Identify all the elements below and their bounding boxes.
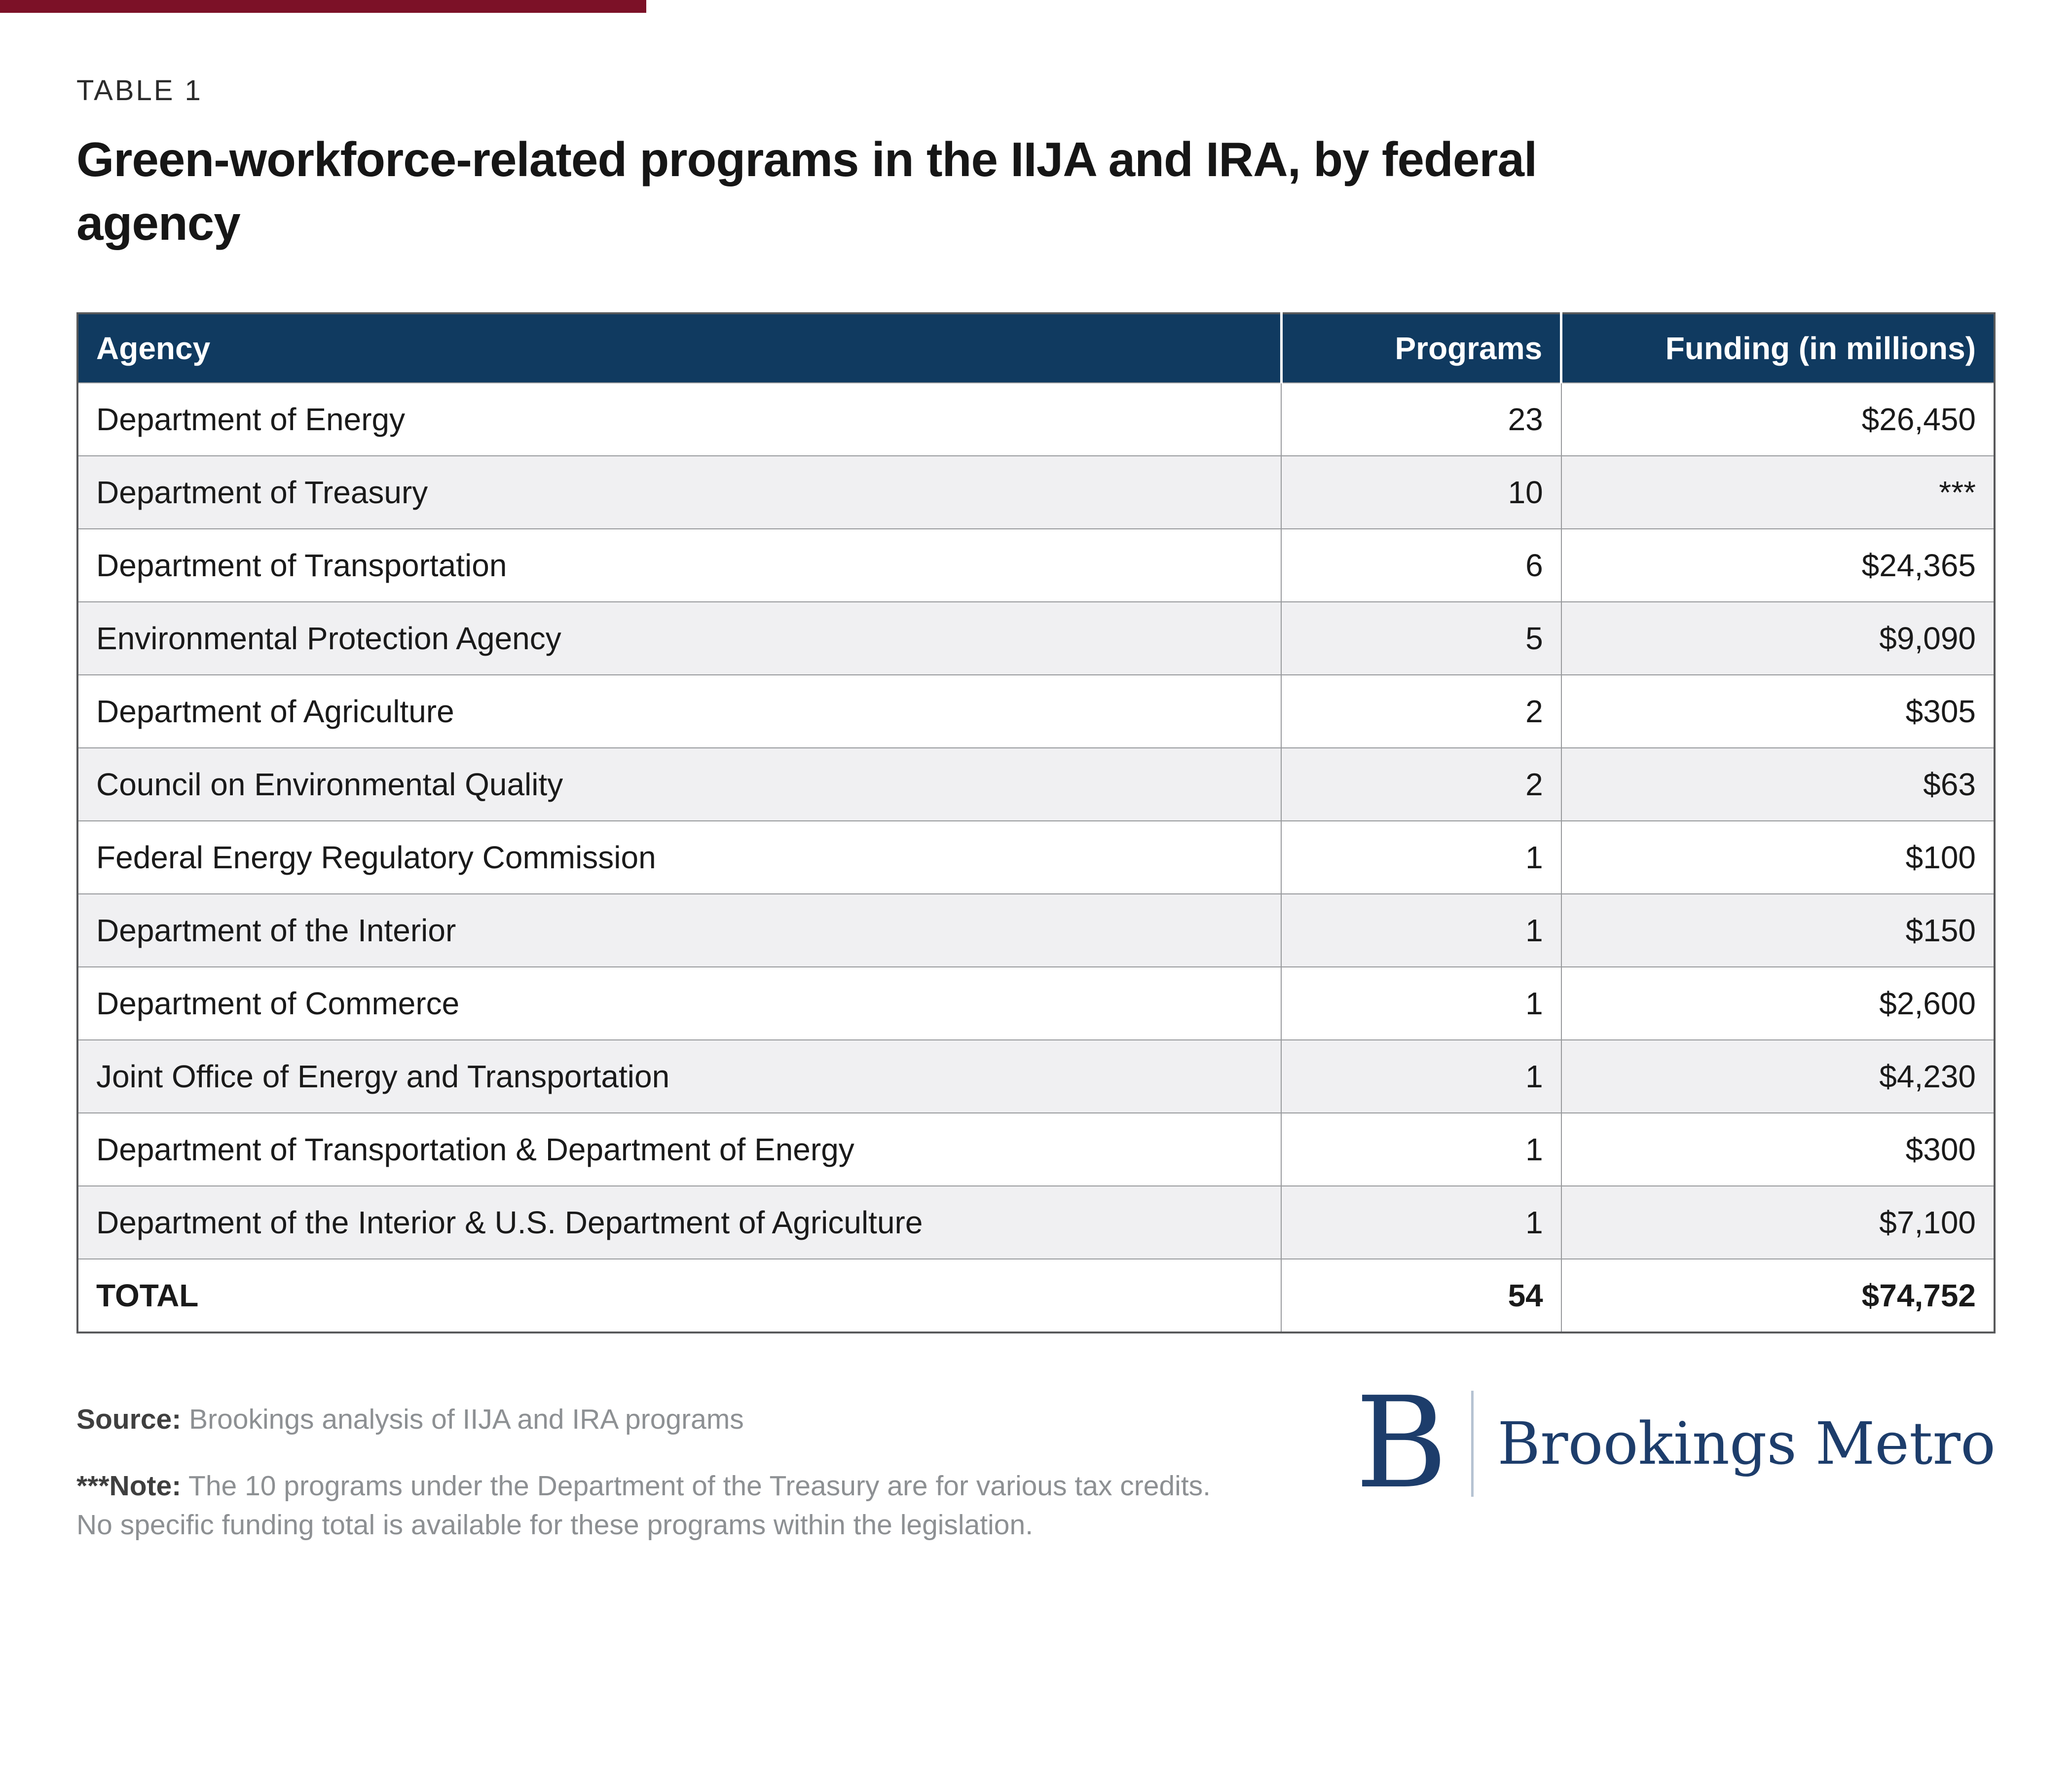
table-body: Department of Energy 23 $26,450 Departme… bbox=[76, 382, 1996, 1259]
programs-cell: 2 bbox=[1281, 674, 1562, 748]
programs-cell: 6 bbox=[1281, 528, 1562, 602]
table-row: Joint Office of Energy and Transportatio… bbox=[76, 1039, 1996, 1113]
table-kicker: TABLE 1 bbox=[76, 74, 203, 107]
table-row: Department of Transportation & Departmen… bbox=[76, 1112, 1996, 1186]
column-header-programs: Programs bbox=[1280, 313, 1561, 383]
footnotes: Source: Brookings analysis of IIJA and I… bbox=[76, 1400, 1251, 1545]
agency-cell: Department of Agriculture bbox=[76, 674, 1282, 748]
source-line: Source: Brookings analysis of IIJA and I… bbox=[76, 1400, 1251, 1440]
funding-cell: $26,450 bbox=[1560, 382, 1996, 456]
programs-cell: 1 bbox=[1281, 1185, 1562, 1259]
funding-cell: $300 bbox=[1560, 1112, 1996, 1186]
funding-cell: $305 bbox=[1560, 674, 1996, 748]
agency-cell: Department of Treasury bbox=[76, 455, 1282, 529]
programs-cell: 2 bbox=[1281, 747, 1562, 821]
figure-footer: Source: Brookings analysis of IIJA and I… bbox=[76, 1380, 1996, 1545]
agency-cell: Department of the Interior & U.S. Depart… bbox=[76, 1185, 1282, 1259]
agency-cell: Environmental Protection Agency bbox=[76, 601, 1282, 675]
table-row: Department of Agriculture 2 $305 bbox=[76, 674, 1996, 748]
brookings-logo: B Brookings Metro bbox=[1355, 1369, 1996, 1517]
table-row: Department of Commerce 1 $2,600 bbox=[76, 966, 1996, 1040]
programs-cell: 23 bbox=[1281, 382, 1562, 456]
programs-cell: 1 bbox=[1281, 893, 1562, 967]
table-header-row: Agency Programs Funding (in millions) bbox=[77, 313, 1995, 383]
agency-cell: Department of the Interior bbox=[76, 893, 1282, 967]
agency-cell: Department of Energy bbox=[76, 382, 1282, 456]
funding-cell: $100 bbox=[1560, 820, 1996, 894]
programs-cell: 1 bbox=[1281, 1112, 1562, 1186]
programs-cell: 5 bbox=[1281, 601, 1562, 675]
total-funding-cell: $74,752 bbox=[1560, 1258, 1996, 1333]
total-row: TOTAL 54 $74,752 bbox=[76, 1258, 1996, 1333]
table-row: Department of Treasury 10 *** bbox=[76, 455, 1996, 529]
agency-cell: Department of Commerce bbox=[76, 966, 1282, 1040]
funding-cell: $63 bbox=[1560, 747, 1996, 821]
programs-cell: 1 bbox=[1281, 966, 1562, 1040]
table-row: Department of the Interior & U.S. Depart… bbox=[76, 1185, 1996, 1259]
brookings-metro-wordmark: Brookings Metro bbox=[1497, 1409, 1996, 1478]
table-row: Department of Energy 23 $26,450 bbox=[76, 382, 1996, 456]
funding-cell: $2,600 bbox=[1560, 966, 1996, 1040]
agency-cell: Joint Office of Energy and Transportatio… bbox=[76, 1039, 1282, 1113]
source-text: Brookings analysis of IIJA and IRA progr… bbox=[189, 1403, 744, 1435]
table-row: Environmental Protection Agency 5 $9,090 bbox=[76, 601, 1996, 675]
funding-cell: *** bbox=[1560, 455, 1996, 529]
agency-cell: Department of Transportation & Departmen… bbox=[76, 1112, 1282, 1186]
agency-cell: Federal Energy Regulatory Commission bbox=[76, 820, 1282, 894]
brookings-b-monogram: B bbox=[1355, 1369, 1448, 1517]
source-label: Source: bbox=[76, 1403, 182, 1435]
programs-table: Agency Programs Funding (in millions) De… bbox=[76, 312, 1996, 1333]
column-header-agency: Agency bbox=[77, 313, 1282, 383]
note-text: The 10 programs under the Department of … bbox=[76, 1470, 1211, 1541]
programs-cell: 1 bbox=[1281, 1039, 1562, 1113]
funding-cell: $24,365 bbox=[1560, 528, 1996, 602]
programs-cell: 1 bbox=[1281, 820, 1562, 894]
agency-cell: Department of Transportation bbox=[76, 528, 1282, 602]
note-label: ***Note: bbox=[76, 1470, 182, 1502]
funding-cell: $9,090 bbox=[1560, 601, 1996, 675]
funding-cell: $7,100 bbox=[1560, 1185, 1996, 1259]
total-programs-cell: 54 bbox=[1281, 1258, 1562, 1333]
agency-cell: Council on Environmental Quality bbox=[76, 747, 1282, 821]
programs-cell: 10 bbox=[1281, 455, 1562, 529]
table-row: Council on Environmental Quality 2 $63 bbox=[76, 747, 1996, 821]
figure-content: TABLE 1 Green-workforce-related programs… bbox=[76, 74, 1996, 1545]
top-accent-bar bbox=[0, 0, 646, 13]
note-line: ***Note: The 10 programs under the Depar… bbox=[76, 1467, 1251, 1546]
column-header-funding: Funding (in millions) bbox=[1560, 313, 1995, 383]
table-row: Department of the Interior 1 $150 bbox=[76, 893, 1996, 967]
page-title: Green-workforce-related programs in the … bbox=[76, 132, 1537, 251]
total-label-cell: TOTAL bbox=[76, 1258, 1282, 1333]
logo-divider bbox=[1471, 1390, 1474, 1497]
table-row: Federal Energy Regulatory Commission 1 $… bbox=[76, 820, 1996, 894]
funding-cell: $4,230 bbox=[1560, 1039, 1996, 1113]
table-row: Department of Transportation 6 $24,365 bbox=[76, 528, 1996, 602]
funding-cell: $150 bbox=[1560, 893, 1996, 967]
